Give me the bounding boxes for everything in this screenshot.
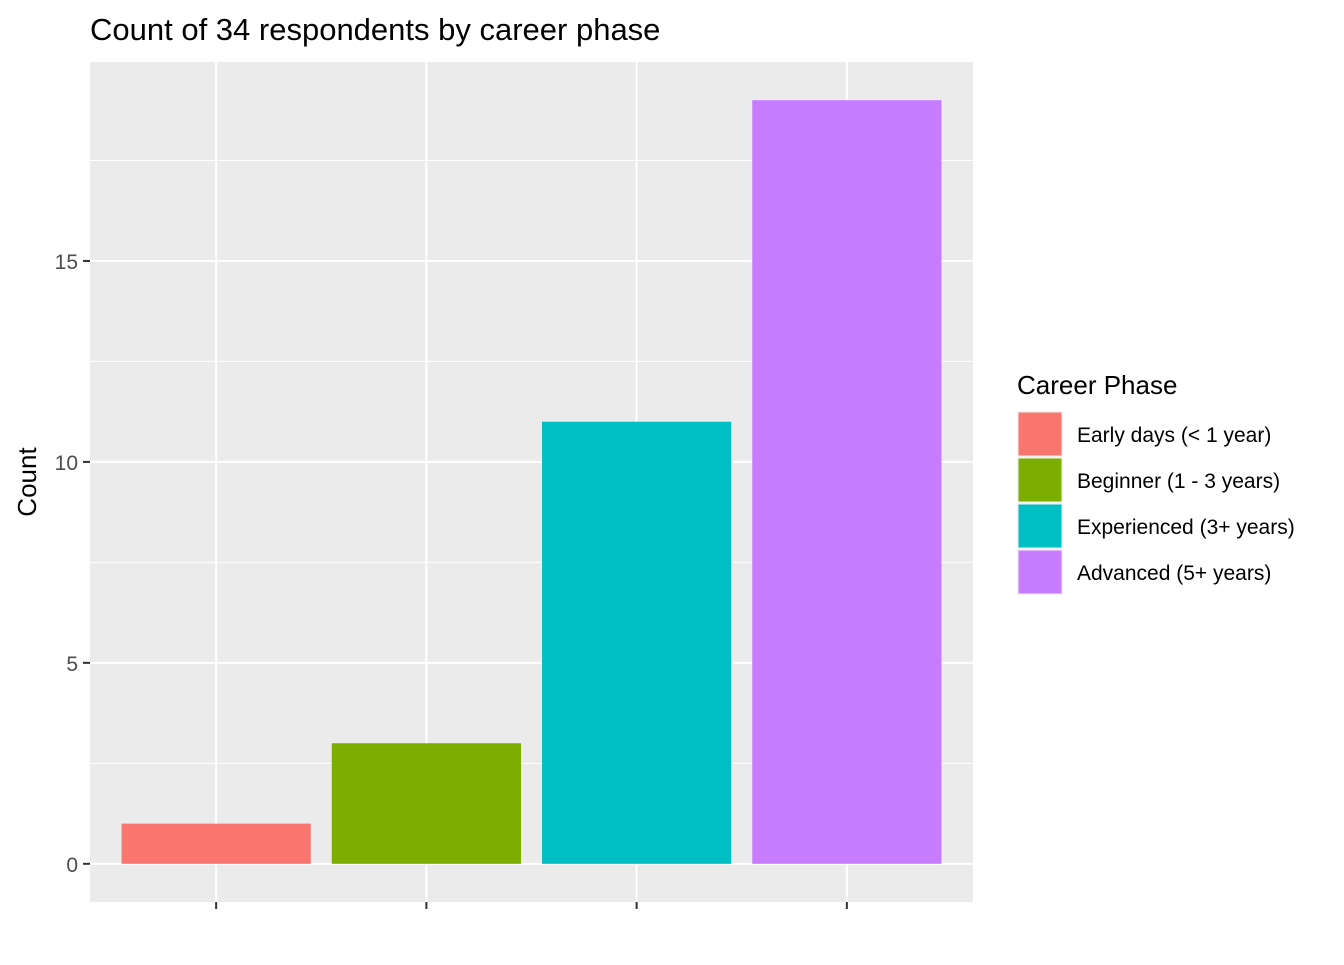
bar	[331, 743, 521, 864]
legend-swatch	[1018, 412, 1062, 456]
legend-label: Experienced (3+ years)	[1077, 516, 1295, 539]
legend-label: Advanced (5+ years)	[1077, 562, 1271, 585]
bar	[752, 100, 942, 864]
x-axis	[215, 902, 848, 909]
y-axis: 0 5 10 15	[55, 251, 90, 877]
legend-label: Early days (< 1 year)	[1077, 424, 1271, 447]
bars	[121, 100, 942, 864]
y-axis-label: Count	[12, 447, 42, 517]
y-tick-label: 5	[66, 653, 78, 676]
y-tick-label: 15	[55, 251, 78, 274]
legend-label: Beginner (1 - 3 years)	[1077, 470, 1280, 493]
legend-swatch	[1018, 458, 1062, 502]
legend: Career Phase Early days (< 1 year) Beginn…	[1017, 370, 1295, 595]
y-tick-label: 0	[66, 854, 78, 877]
legend-items: Early days (< 1 year) Beginner (1 - 3 yea…	[1017, 411, 1295, 595]
y-tick-label: 10	[55, 452, 78, 475]
legend-title: Career Phase	[1017, 370, 1177, 400]
legend-swatch	[1018, 504, 1062, 548]
bar	[121, 823, 311, 864]
chart-title: Count of 34 respondents by career phase	[90, 12, 660, 47]
legend-swatch	[1018, 550, 1062, 594]
bar	[542, 421, 732, 864]
